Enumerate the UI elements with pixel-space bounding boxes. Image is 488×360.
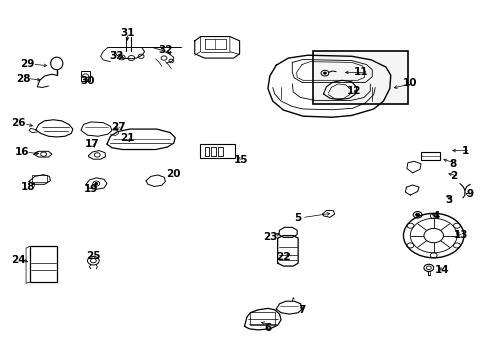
Text: 14: 14 xyxy=(434,265,448,275)
Text: 31: 31 xyxy=(120,28,135,38)
Text: 32: 32 xyxy=(158,45,172,55)
Text: 7: 7 xyxy=(298,305,305,315)
Text: 18: 18 xyxy=(21,182,36,192)
Bar xyxy=(218,147,223,156)
Text: 15: 15 xyxy=(233,155,247,165)
Text: 5: 5 xyxy=(294,213,301,222)
Text: 25: 25 xyxy=(86,251,101,261)
Bar xyxy=(420,152,439,159)
Text: 30: 30 xyxy=(80,76,95,86)
Text: 16: 16 xyxy=(14,147,29,157)
Bar xyxy=(211,147,216,156)
Bar xyxy=(32,175,47,182)
Bar xyxy=(204,147,209,156)
Text: 8: 8 xyxy=(448,159,456,169)
Text: 22: 22 xyxy=(276,252,290,262)
Text: 27: 27 xyxy=(111,122,126,132)
Text: 29: 29 xyxy=(20,59,35,69)
Text: 33: 33 xyxy=(109,51,124,61)
Circle shape xyxy=(323,72,326,74)
Text: 9: 9 xyxy=(465,189,472,199)
Bar xyxy=(250,312,274,325)
Text: 4: 4 xyxy=(431,211,439,221)
Text: 23: 23 xyxy=(263,232,277,242)
Text: 1: 1 xyxy=(461,145,468,156)
Bar xyxy=(199,144,234,158)
Text: 26: 26 xyxy=(11,118,26,128)
Text: 2: 2 xyxy=(449,171,457,181)
Text: 20: 20 xyxy=(166,169,181,179)
Bar xyxy=(30,246,57,282)
Circle shape xyxy=(95,183,98,185)
Circle shape xyxy=(415,213,419,216)
Text: 21: 21 xyxy=(120,133,135,143)
Text: 10: 10 xyxy=(402,78,417,88)
Text: 17: 17 xyxy=(84,139,99,149)
Text: 11: 11 xyxy=(353,67,368,77)
Text: 24: 24 xyxy=(11,255,26,265)
Text: 28: 28 xyxy=(16,73,30,84)
Text: 6: 6 xyxy=(264,323,271,333)
Text: 3: 3 xyxy=(445,195,452,205)
Text: 19: 19 xyxy=(83,184,98,194)
Bar xyxy=(312,51,407,104)
Text: 12: 12 xyxy=(346,86,361,96)
Bar xyxy=(81,71,90,81)
Text: 13: 13 xyxy=(453,230,468,239)
